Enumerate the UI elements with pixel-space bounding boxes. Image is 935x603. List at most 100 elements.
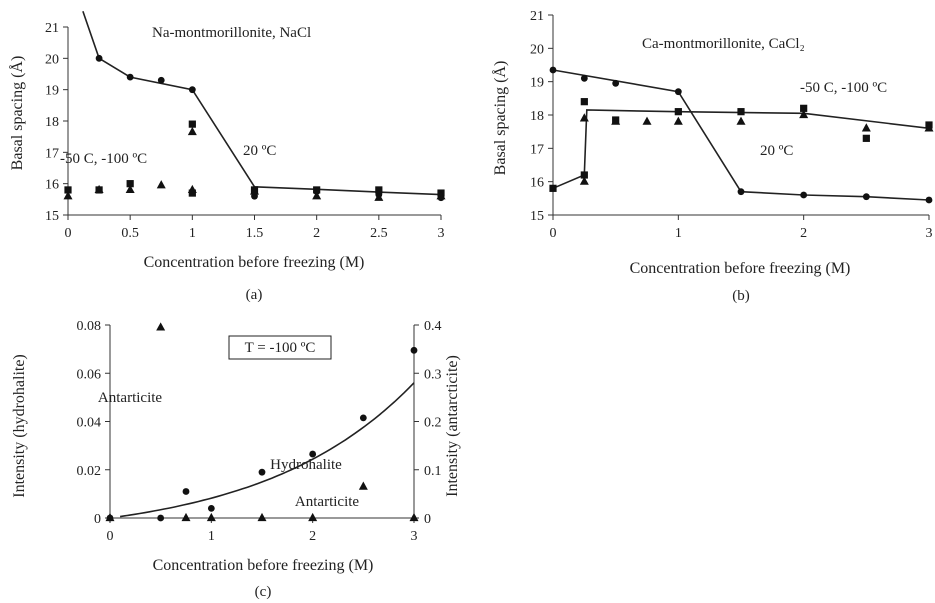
panel-a-y-tick-label: 19 [45,84,59,99]
panel-c-x-tick-label: 3 [411,529,418,544]
panel-b-circle-point [580,74,588,82]
panel-b-y-tick-label: 18 [530,109,544,124]
panel-b-triangle-point [579,176,589,185]
panel-c-antarticite-top-annotation: Antarticite [98,390,162,406]
panel-b-square-point [580,98,588,106]
panel-a-square-point [188,189,196,197]
panel-b-ca-montmorillonite: 0 1 2 3 15 16 17 18 19 20 21 Ca-montmorillonite, C… [491,9,934,304]
panel-a-x-tick-label: 2.5 [370,226,388,241]
panel-a-cold-annotation: -50 C, -100 ºC [60,151,147,167]
panel-a-triangle-point [187,184,197,194]
panel-c-x-tick-label: 1 [208,529,215,544]
panel-c-temperature-annotation: T = -100 ºC [245,340,316,356]
panel-c-x-axis-title: Concentration before freezing (M) [153,557,374,574]
panel-c-y2-tick-label: 0.1 [424,464,442,479]
panel-c-temperature-box [228,335,332,360]
panel-a-title-annotation: Na-montmorillonite, NaCl [152,25,311,41]
panel-a-triangle-point [436,191,446,200]
panel-b-triangle-point [673,116,683,125]
panel-a-y-axis-title: Basal spacing (Å) [8,56,26,171]
panel-b-fit-line [552,109,930,190]
panel-b-square-point [674,108,682,116]
panel-c-triangle-point [358,481,368,490]
panel-a-y-tick-label: 21 [45,21,59,36]
panel-b-y-tick-label: 19 [530,76,544,91]
panel-b-square-point [800,104,808,112]
panel-c-y-tick-label: 0 [94,512,101,527]
panel-c-hydrohalite-annotation: Hydrohalite [270,457,342,473]
panel-a-x-tick-label: 0 [65,226,72,241]
panel-b-triangle-point [579,113,589,122]
panel-a-fit-line [82,11,442,196]
panel-a-20c-annotation: 20 ºC [243,143,276,159]
panel-c-triangle-point [206,512,216,522]
panel-a-x-tick-label: 3 [438,226,445,241]
panel-b-triangle-point [611,116,621,125]
panel-c-triangle-point [156,322,166,331]
panel-a-triangle-point [94,184,104,194]
panel-a-y-tick-label: 17 [45,146,59,161]
panel-a-triangle-point [374,192,384,201]
panel-a-x-tick-label: 0.5 [121,226,139,241]
panel-a-circle-point [126,73,134,81]
panel-b-triangle-point [642,116,652,125]
panel-c-caption: (c) [255,584,272,600]
panel-b-y-axis-title: Basal spacing (Å) [491,61,509,176]
panel-c-y-tick-label: 0.08 [77,319,102,334]
panel-b-y-tick-label: 21 [530,9,544,24]
panel-c-circle-point [207,504,215,512]
panel-a-x-tick-label: 1 [189,226,196,241]
panel-a-square-point [64,186,72,194]
panel-c-circle-point [157,514,165,522]
panel-b-triangle-point [861,123,871,132]
panel-a-y-tick-label: 15 [45,209,59,224]
panel-c-triangle-point [409,512,419,522]
panel-c-x-tick-label: 0 [107,529,114,544]
panel-b-square-point [580,171,588,179]
panel-a-circle-point [157,76,165,84]
panel-c-circle-point [309,450,317,458]
panel-c-fit-lines [119,382,415,518]
panel-a-square-point [126,180,134,188]
panel-a-triangle-point [125,184,135,194]
panel-c-fit-line [119,382,415,518]
panel-a-triangle-point [250,186,259,195]
panel-b-x-axis-title: Concentration before freezing (M) [630,260,851,277]
panel-c-circle-point [410,346,418,354]
panel-b-y-tick-label: 16 [530,176,544,191]
panel-b-marks [549,66,934,204]
panel-a-circle-point [95,54,103,62]
panel-b-x-tick-label: 0 [550,226,557,241]
panel-c-circle-point [182,488,190,495]
panel-a-square-point [375,186,383,194]
panel-a-x-tick-label: 1.5 [246,226,264,241]
panel-b-square-point [862,134,870,142]
panel-c-y2-axis-title: Intensity (antarcticite) [444,355,461,497]
panel-b-circle-point [674,88,682,96]
panel-c-y-tick-label: 0.04 [77,416,102,431]
panel-b-circle-point [800,191,808,199]
panel-b-y-tick-label: 15 [530,209,544,224]
panel-a-y-tick-label: 16 [45,178,59,193]
panel-a-square-point [313,186,321,194]
panel-b-circle-point [862,193,870,201]
panel-c-triangle-point [105,512,115,522]
panel-c-y-axis-title: Intensity (hydrohalite) [11,354,28,498]
panel-a-triangle-point [187,126,197,136]
panel-c-y2-tick-label: 0.3 [424,367,442,382]
panel-b-fit-line [552,69,930,201]
panel-a-marks [63,54,446,202]
panel-a-tick-labels: 0 0.5 1 1.5 2 2.5 3 15 16 17 18 19 20 21 [45,21,445,241]
panel-c-y-tick-label: 0.02 [77,464,102,479]
panel-b-y-tick-label: 17 [530,142,544,157]
panel-b-square-point [737,108,745,116]
panel-b-caption: (b) [732,288,750,304]
panel-b-triangle-point [924,123,934,132]
panel-b-y-tick-label: 20 [530,42,544,57]
panel-a-circle-point [188,86,196,94]
panel-a-x-tick-label: 2 [313,226,320,241]
panel-a-y-tick-label: 18 [45,115,59,130]
panel-c-x-tick-label: 2 [309,529,316,544]
